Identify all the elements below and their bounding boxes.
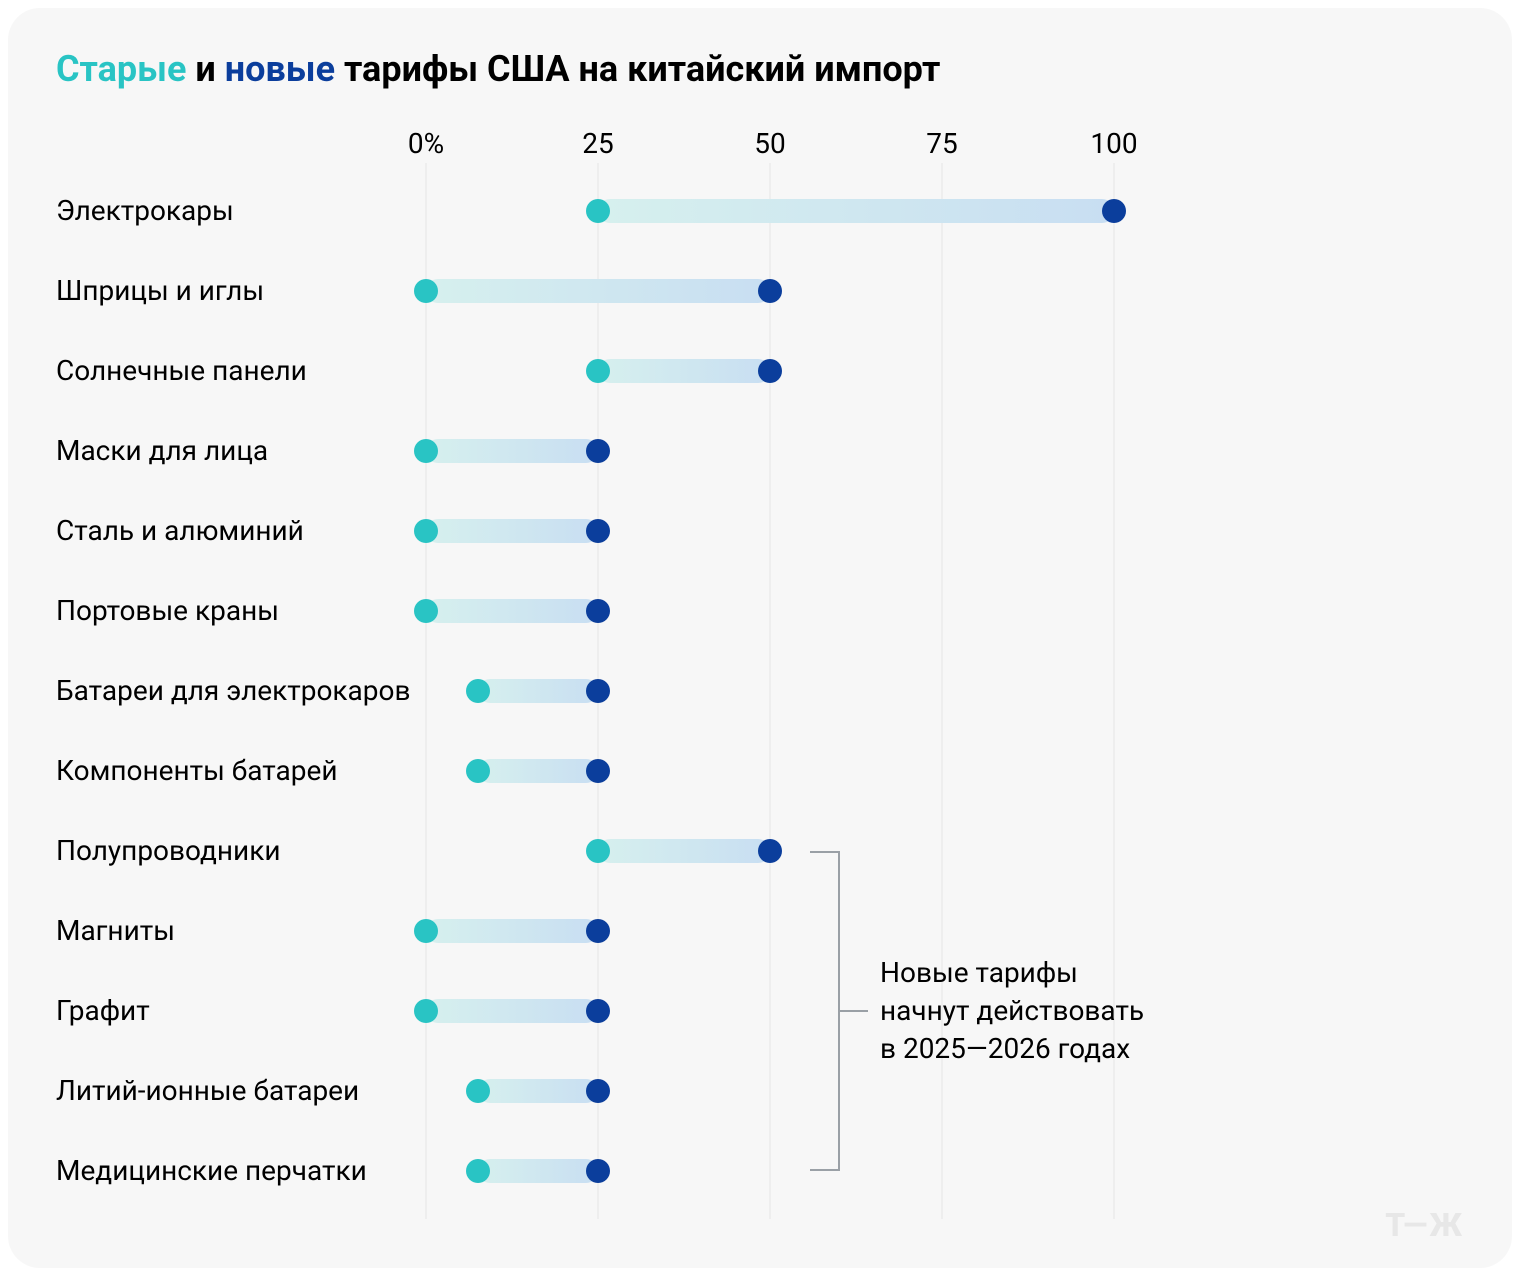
chart-area: 0% 25 50 75 100 Электрокары Шприцы и иглы Солн… bbox=[56, 127, 1464, 1211]
range-bar bbox=[426, 599, 598, 623]
dot-new bbox=[758, 839, 782, 863]
dot-old bbox=[414, 999, 438, 1023]
range-bar bbox=[598, 839, 770, 863]
row-plot bbox=[426, 251, 1114, 331]
dot-new bbox=[1102, 199, 1126, 223]
title-word-old: Старые bbox=[56, 48, 186, 90]
bracket-annotation: Новые тарифыначнут действоватьв 2025—202… bbox=[880, 954, 1144, 1067]
chart-row: Графит bbox=[56, 971, 1464, 1051]
dot-new bbox=[586, 679, 610, 703]
dot-old bbox=[586, 199, 610, 223]
dot-old bbox=[466, 1159, 490, 1183]
bracket-stub bbox=[840, 1010, 868, 1012]
row-label: Солнечные панели bbox=[56, 356, 426, 387]
gridline bbox=[426, 1123, 427, 1219]
chart-row: Маски для лица bbox=[56, 411, 1464, 491]
chart-row: Литий-ионные батареи bbox=[56, 1051, 1464, 1131]
row-label: Шприцы и иглы bbox=[56, 276, 426, 307]
dot-new bbox=[586, 759, 610, 783]
row-plot bbox=[426, 571, 1114, 651]
row-label: Графит bbox=[56, 996, 426, 1027]
dot-new bbox=[586, 439, 610, 463]
range-bar bbox=[478, 1159, 598, 1183]
chart-row: Портовые краны bbox=[56, 571, 1464, 651]
dot-old bbox=[586, 359, 610, 383]
chart-row: Батареи для электрокаров bbox=[56, 651, 1464, 731]
axis-tick: 100 bbox=[1090, 127, 1137, 160]
range-bar bbox=[478, 759, 598, 783]
chart-row: Компоненты батарей bbox=[56, 731, 1464, 811]
chart-title: Старые и новые тарифы США на китайский и… bbox=[56, 48, 1464, 91]
title-rest: тарифы США на китайский импорт bbox=[335, 48, 940, 90]
dot-old bbox=[414, 519, 438, 543]
dot-new bbox=[758, 359, 782, 383]
dot-old bbox=[586, 839, 610, 863]
chart-row: Шприцы и иглы bbox=[56, 251, 1464, 331]
bracket bbox=[810, 851, 840, 1171]
dot-new bbox=[586, 599, 610, 623]
annotation-line: начнут действовать bbox=[880, 992, 1144, 1030]
range-bar bbox=[478, 679, 598, 703]
dot-old bbox=[466, 679, 490, 703]
dot-old bbox=[414, 439, 438, 463]
dot-old bbox=[414, 919, 438, 943]
range-bar bbox=[426, 279, 770, 303]
annotation-line: в 2025—2026 годах bbox=[880, 1030, 1144, 1068]
dot-new bbox=[586, 999, 610, 1023]
row-label: Полупроводники bbox=[56, 836, 426, 867]
chart-card: Старые и новые тарифы США на китайский и… bbox=[8, 8, 1512, 1268]
axis-tick: 50 bbox=[754, 127, 785, 160]
title-word-new: новые bbox=[225, 48, 335, 90]
row-label: Медицинские перчатки bbox=[56, 1156, 426, 1187]
dot-old bbox=[466, 1079, 490, 1103]
row-plot bbox=[426, 171, 1114, 251]
row-plot bbox=[426, 731, 1114, 811]
dot-new bbox=[586, 519, 610, 543]
dot-old bbox=[414, 599, 438, 623]
dot-new bbox=[586, 1079, 610, 1103]
chart-row: Магниты bbox=[56, 891, 1464, 971]
row-label: Магниты bbox=[56, 916, 426, 947]
dot-new bbox=[758, 279, 782, 303]
row-label: Портовые краны bbox=[56, 596, 426, 627]
annotation-line: Новые тарифы bbox=[880, 954, 1144, 992]
range-bar bbox=[426, 919, 598, 943]
range-bar bbox=[426, 519, 598, 543]
row-label: Сталь и алюминий bbox=[56, 516, 426, 547]
range-bar bbox=[426, 999, 598, 1023]
gridline bbox=[770, 1123, 771, 1219]
row-plot bbox=[426, 491, 1114, 571]
row-label: Литий-ионные батареи bbox=[56, 1076, 426, 1107]
chart-row: Полупроводники bbox=[56, 811, 1464, 891]
chart-row: Солнечные панели bbox=[56, 331, 1464, 411]
dot-new bbox=[586, 1159, 610, 1183]
dot-new bbox=[586, 919, 610, 943]
chart-rows: Электрокары Шприцы и иглы Солнечные панели… bbox=[56, 171, 1464, 1211]
row-plot bbox=[426, 811, 1114, 891]
row-plot bbox=[426, 411, 1114, 491]
range-bar bbox=[598, 359, 770, 383]
dot-old bbox=[414, 279, 438, 303]
row-plot bbox=[426, 331, 1114, 411]
range-bar bbox=[478, 1079, 598, 1103]
row-label: Батареи для электрокаров bbox=[56, 676, 426, 707]
axis-tick: 75 bbox=[926, 127, 957, 160]
axis-tick: 25 bbox=[582, 127, 613, 160]
axis-tick: 0% bbox=[408, 127, 444, 160]
row-plot bbox=[426, 1131, 1114, 1211]
title-word-and: и bbox=[186, 48, 224, 90]
row-label: Маски для лица bbox=[56, 436, 426, 467]
brand-logo: Т—Ж bbox=[1385, 1206, 1464, 1244]
gridline bbox=[942, 1123, 943, 1219]
chart-row: Медицинские перчатки bbox=[56, 1131, 1464, 1211]
dot-old bbox=[466, 759, 490, 783]
range-bar bbox=[598, 199, 1114, 223]
row-label: Компоненты батарей bbox=[56, 756, 426, 787]
row-label: Электрокары bbox=[56, 196, 426, 227]
range-bar bbox=[426, 439, 598, 463]
gridline bbox=[1114, 1123, 1115, 1219]
row-plot bbox=[426, 651, 1114, 731]
chart-row: Электрокары bbox=[56, 171, 1464, 251]
chart-row: Сталь и алюминий bbox=[56, 491, 1464, 571]
